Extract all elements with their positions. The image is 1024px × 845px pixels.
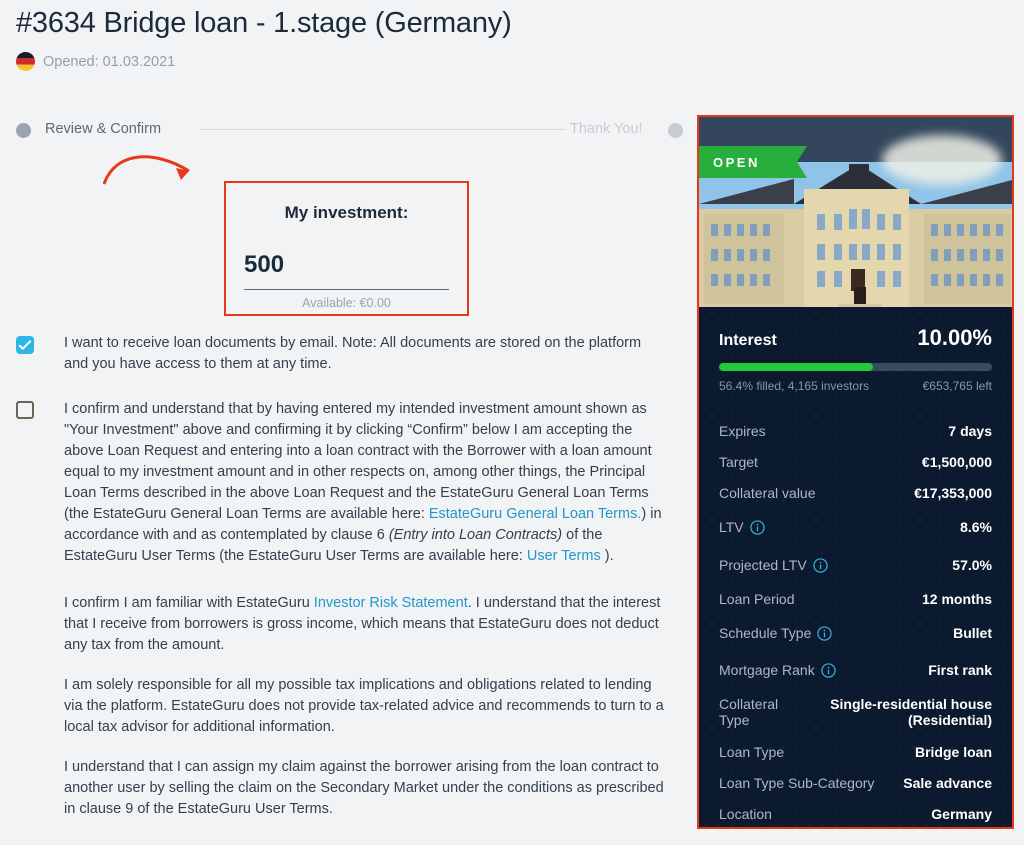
svg-text:OPEN: OPEN bbox=[713, 155, 760, 170]
